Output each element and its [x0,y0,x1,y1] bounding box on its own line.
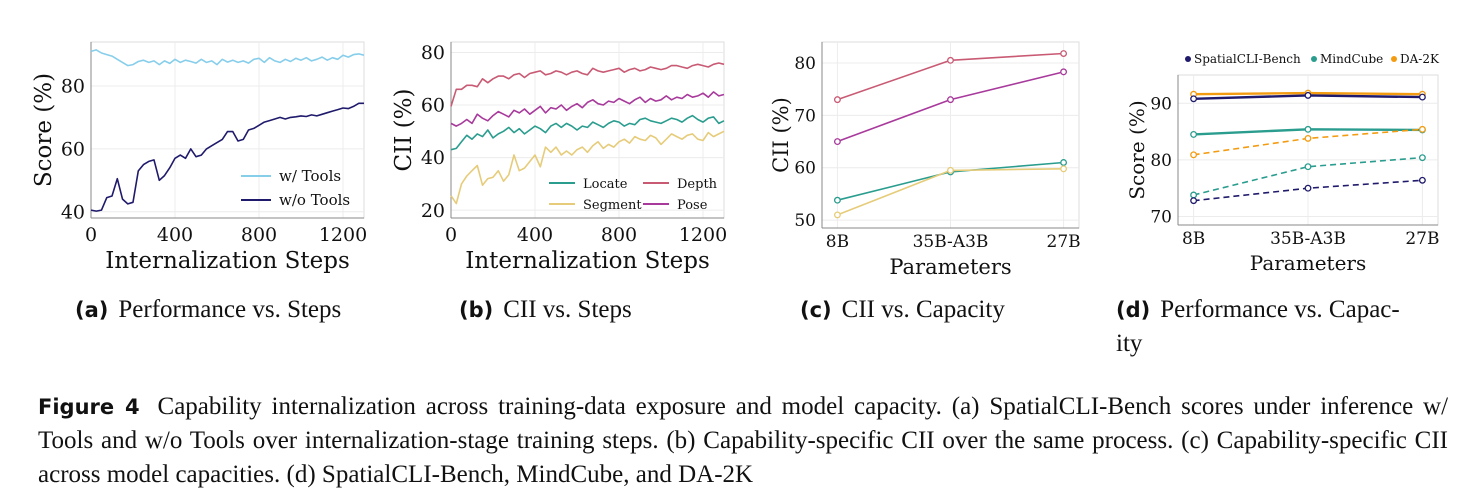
chart-a-y-tick-label: 40 [61,201,85,223]
chart-c-y-tick-label: 60 [794,159,816,179]
subfigure-d-letter: (d) [1116,298,1151,322]
subfigure-c-title: CII vs. Capacity [841,296,1005,323]
chart-d-point-da-2k [1304,134,1312,142]
chart-a-legend-label: w/o Tools [279,191,350,209]
chart-d-series-mindcube-dashed-line [1193,156,1423,196]
subfigure-c-label: (c) CII vs. Capacity [800,293,1005,327]
chart-c-point-depth [833,96,841,104]
chart-d-legend-dot [1185,56,1191,62]
figure-tag: Figure 4 [38,395,140,419]
chart-c-point-depth [1060,50,1068,57]
chart-a-legend-label: w/ Tools [279,167,341,185]
chart-d-point-mindcube [1418,154,1426,162]
chart-d-point-mindcube [1190,130,1198,138]
chart-d-y-tick-label: 80 [1150,151,1172,171]
chart-a-y-tick-label: 60 [61,139,85,161]
chart-d-x-tick-label: 35B-A3B [1270,229,1346,249]
chart-d-legend-label: MindCube [1320,52,1383,66]
chart-b-x-tick-label: 1200 [679,224,727,246]
chart-c-x-axis-label: Parameters [889,255,1011,279]
chart-d-x-axis-label: Parameters [1250,251,1366,275]
chart-a-x-tick-label: 400 [157,224,193,246]
chart-c-point-segment [1060,165,1068,173]
chart-c-point-locate [833,196,841,204]
chart-a-y-tick-label: 80 [61,76,85,98]
caption-line-1: Capability internalization across traini… [157,393,1244,420]
chart-c-point-pose [833,138,841,145]
chart-d-x-tick-label: 27B [1405,229,1439,249]
chart-d-point-spatialcli-bench [1304,184,1312,192]
chart-c-point-depth [947,56,954,64]
figure-caption: Figure 4 Capability internalization acro… [38,390,1448,492]
chart-c-point-segment [833,211,841,219]
chart-b-series-pose-line [450,91,725,127]
chart-b-series-depth-line [450,62,725,107]
chart-c-point-pose [947,96,954,104]
caption-line-2: under inference w/ Tools and w/o Tools o… [38,393,1449,454]
subfigure-a-label: (a) Performance vs. Steps [75,293,341,327]
chart-d-point-spatialcli-bench [1190,197,1198,205]
chart-a-y-axis-label: Score (%) [31,73,57,187]
chart-c-point-segment [947,166,954,174]
chart-d-legend-label: SpatialCLI-Bench [1194,52,1301,66]
chart-c-point-locate [1060,159,1068,166]
chart-d-point-spatialcli-bench [1304,91,1312,99]
chart-b-series-segment-line [450,130,725,205]
subfigure-b-title: CII vs. Steps [503,296,632,323]
chart-d-y-tick-label: 70 [1150,207,1172,227]
chart-c-x-tick-label: 8B [826,232,849,252]
subfigure-d-title-line1: Performance vs. Capac- [1160,296,1400,323]
chart-d-legend-dot [1311,56,1317,62]
chart-d-point-da-2k [1418,125,1426,133]
chart-b-x-tick-label: 400 [517,224,553,246]
chart-b-legend-label: Locate [583,177,628,192]
chart-d-point-mindcube [1304,125,1312,133]
chart-b-y-tick-label: 40 [421,147,445,169]
subfigure-a-title: Performance vs. Steps [118,296,342,323]
chart-b-y-tick-label: 80 [421,42,445,64]
chart-c-point-pose [1060,68,1068,76]
chart-d-point-spatialcli-bench [1190,95,1198,103]
subfigure-c-letter: (c) [800,298,832,322]
chart-d-y-axis-label: Score (%) [1125,100,1149,199]
subfigure-a-letter: (a) [75,298,109,322]
subfigure-d-title-line2: ity [1116,330,1143,357]
chart-b-legend-label: Depth [677,177,718,192]
chart-d-point-spatialcli-bench [1418,176,1426,184]
chart-b-y-tick-label: 20 [421,200,445,222]
chart-c-y-tick-label: 80 [794,54,816,74]
chart-a-x-tick-label: 1200 [319,224,367,246]
chart-b-series-locate-line [450,114,725,151]
chart-a-x-axis-label: Internalization Steps [105,248,350,274]
chart-d-x-tick-label: 8B [1182,229,1205,249]
chart-b-y-tick-label: 60 [421,95,445,117]
chart-b-legend-label: Segment [583,198,642,213]
chart-c-y-tick-label: 70 [794,106,816,126]
chart-b-y-axis-label: CII (%) [391,89,417,172]
chart-a-series-w-o-tools-line [90,102,364,212]
chart-c-y-tick-label: 50 [794,211,816,231]
chart-d-y-tick-label: 90 [1150,94,1172,114]
chart-b-x-tick-label: 800 [601,224,637,246]
chart-d-point-mindcube [1190,191,1198,199]
subfigure-b-label: (b) CII vs. Steps [459,293,632,327]
chart-c-x-tick-label: 27B [1047,232,1081,252]
chart-d-point-spatialcli-bench [1418,93,1426,101]
chart-b-x-axis-label: Internalization Steps [465,248,710,274]
chart-d-point-da-2k [1190,151,1198,159]
chart-b-legend-label: Pose [677,198,708,213]
chart-a-series-w-tools-line [90,49,365,67]
chart-d-point-mindcube [1304,163,1312,171]
chart-b-x-tick-label: 0 [445,224,457,246]
subfigure-d-label: (d) Performance vs. Capac- ity [1116,293,1400,360]
subfigure-b-letter: (b) [459,298,494,322]
chart-a-x-tick-label: 800 [241,224,277,246]
chart-c-y-axis-label: CII (%) [769,97,793,173]
chart-c-x-tick-label: 35B-A3B [913,232,989,252]
chart-d-legend-label: DA-2K [1400,52,1440,66]
chart-a-x-tick-label: 0 [85,224,97,246]
chart-d-legend-dot [1391,56,1397,62]
